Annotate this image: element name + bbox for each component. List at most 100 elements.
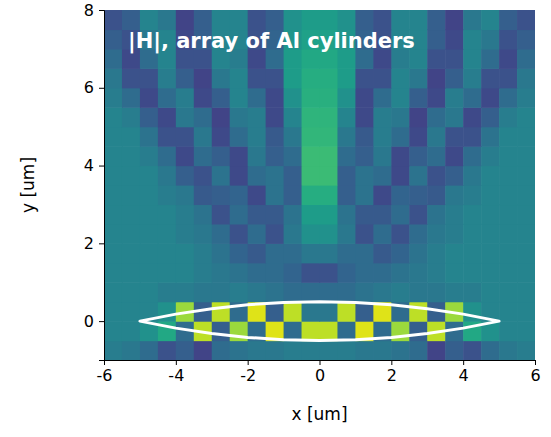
heat-cell (517, 321, 535, 341)
heat-cell (517, 341, 535, 360)
heat-cell (445, 68, 464, 88)
heat-cell (517, 243, 535, 263)
heat-cell (122, 146, 141, 166)
heat-cell (194, 10, 213, 30)
heat-cell (427, 341, 446, 360)
heat-cell (104, 127, 123, 147)
heat-cell (409, 10, 428, 30)
heat-cell (284, 88, 303, 108)
heat-cell (176, 127, 195, 147)
heat-cell (122, 185, 141, 205)
y-axis: 02468 (84, 1, 105, 361)
heat-cell (499, 341, 518, 360)
heat-cell (122, 224, 141, 244)
heat-cell (122, 204, 141, 224)
heat-cell (445, 49, 464, 69)
heat-cell (104, 341, 123, 360)
heat-cell (391, 107, 410, 127)
heat-cell (230, 263, 249, 283)
heat-cell (158, 185, 177, 205)
heat-cell (337, 263, 356, 283)
heat-cell (140, 146, 159, 166)
heat-cell (284, 341, 303, 360)
heat-cell (104, 282, 123, 302)
heat-cell (140, 68, 159, 88)
heat-cell (284, 146, 303, 166)
heat-cell (337, 282, 356, 302)
heat-cell (212, 127, 231, 147)
title: |H|, array of Al cylinders (128, 29, 415, 54)
heat-cell (320, 224, 339, 244)
heat-cell (337, 146, 356, 166)
heat-cell (140, 243, 159, 263)
heat-cell (302, 127, 321, 147)
tick: 2 (84, 234, 104, 253)
heat-cell (140, 166, 159, 186)
heat-cell (499, 185, 518, 205)
heat-cell (409, 146, 428, 166)
heat-cell (427, 88, 446, 108)
heat-cell (194, 166, 213, 186)
tick: 4 (84, 156, 104, 175)
heat-cell (373, 10, 392, 30)
heat-cell (122, 321, 141, 341)
heat-cell (373, 263, 392, 283)
heat-cell (499, 166, 518, 186)
heat-cell (266, 263, 285, 283)
heat-cell (445, 224, 464, 244)
heat-cell (212, 321, 231, 341)
heat-cell (122, 68, 141, 88)
heat-cell (445, 88, 464, 108)
heat-cell (517, 107, 535, 127)
heat-cell (517, 68, 535, 88)
heat-cell (481, 127, 500, 147)
heat-cell (499, 282, 518, 302)
heat-cell (445, 10, 464, 30)
tick-label: 2 (387, 366, 397, 385)
heat-cell (122, 282, 141, 302)
heat-cell (284, 107, 303, 127)
heat-cell (284, 282, 303, 302)
heat-cell (104, 88, 123, 108)
heat-cell (463, 204, 482, 224)
heat-cell (409, 282, 428, 302)
heat-cell (320, 302, 339, 322)
heat-cell (230, 88, 249, 108)
tick-mark (176, 360, 177, 365)
heat-cell (463, 263, 482, 283)
heat-cell (104, 224, 123, 244)
heat-cell (104, 146, 123, 166)
heat-cell (140, 204, 159, 224)
heat-cell (499, 49, 518, 69)
heat-cell (158, 282, 177, 302)
heat-cell (427, 185, 446, 205)
heat-cell (373, 68, 392, 88)
heat-cell (445, 29, 464, 49)
heat-cell (158, 263, 177, 283)
heat-cell (499, 68, 518, 88)
plot-area (104, 10, 535, 360)
heat-cell (248, 166, 267, 186)
heat-cell (176, 166, 195, 186)
heat-cell (445, 127, 464, 147)
heat-cell (320, 127, 339, 147)
heat-cell (104, 302, 123, 322)
heat-cell (337, 204, 356, 224)
heat-cell (194, 282, 213, 302)
heat-cell (230, 282, 249, 302)
heat-cell (355, 243, 374, 263)
heat-cell (230, 204, 249, 224)
tick: 0 (84, 312, 104, 331)
heat-cell (427, 10, 446, 30)
tick-label: 6 (530, 366, 540, 385)
heat-cell (463, 243, 482, 263)
tick-label: 4 (459, 366, 469, 385)
tick-mark (463, 360, 464, 365)
heat-cell (104, 243, 123, 263)
heat-cell (355, 68, 374, 88)
heat-cell (373, 88, 392, 108)
heat-cell (499, 107, 518, 127)
tick-label: 4 (84, 156, 94, 175)
heat-cell (409, 321, 428, 341)
heat-cell (212, 263, 231, 283)
